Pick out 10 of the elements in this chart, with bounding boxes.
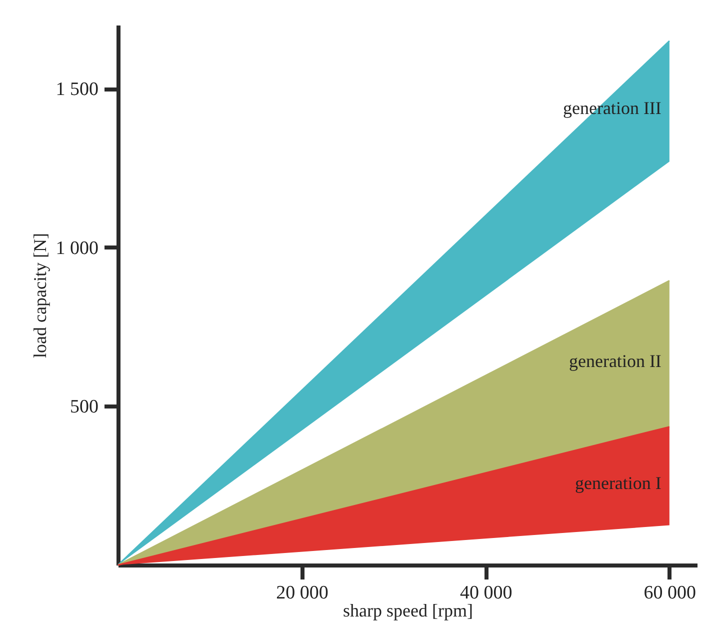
- x-axis-title: sharp speed [rpm]: [343, 600, 473, 620]
- y-tick-label: 500: [70, 396, 98, 418]
- y-tick-label: 1 000: [56, 238, 98, 259]
- series-label: generation I: [574, 473, 662, 494]
- x-tick-label: 40 000: [460, 582, 512, 604]
- x-tick-label: 60 000: [644, 582, 696, 604]
- series-label: generation II: [568, 350, 662, 371]
- x-tick-label: 20 000: [276, 582, 328, 604]
- y-axis-title: load capacity [N]: [30, 233, 50, 358]
- y-tick-label: 1 500: [56, 79, 98, 100]
